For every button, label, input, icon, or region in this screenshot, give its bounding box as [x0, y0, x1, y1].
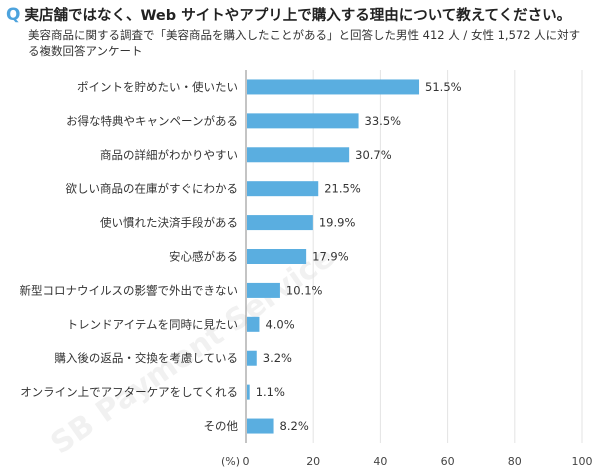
axis-layer: 0 20 40 60 80 100 (%) [221, 455, 593, 468]
value-label: 30.7% [355, 148, 392, 162]
category-label: お得な特典やキャンペーンがある [66, 114, 238, 128]
category-label: その他 [204, 419, 239, 433]
x-unit-label: (%) [221, 455, 240, 468]
category-label: ポイントを貯めたい・使いたい [77, 80, 238, 94]
category-label: 安心感がある [169, 250, 238, 264]
subtitle-line-2: る複数回答アンケート [28, 44, 143, 58]
bar [247, 350, 257, 366]
x-tick-label: 80 [508, 455, 522, 468]
bar [247, 418, 274, 434]
value-label: 3.2% [263, 351, 292, 365]
chart-title: 実店舗ではなく、Web サイトやアプリ上で購入する理由について教えてください。 [24, 8, 572, 24]
x-tick-label: 0 [243, 455, 250, 468]
bar [247, 181, 319, 197]
value-label: 21.5% [324, 182, 361, 196]
bar [247, 113, 359, 129]
value-label: 33.5% [365, 114, 402, 128]
x-tick-label: 100 [572, 455, 593, 468]
label-layer: ポイントを貯めたい・使いたい 51.5% お得な特典やキャンペーンがある 33.5% 商… [20, 80, 462, 433]
category-label: トレンドアイテムを同時に見たい [67, 317, 238, 331]
value-label: 4.0% [265, 317, 294, 331]
value-label: 1.1% [256, 385, 285, 399]
bar [247, 215, 313, 231]
value-label: 51.5% [425, 80, 462, 94]
chart-header: Q 実店舗ではなく、Web サイトやアプリ上で購入する理由について教えてください… [6, 4, 596, 59]
bar [247, 282, 280, 298]
chart-subtitle: 美容商品に関する調査で「美容商品を購入したことがある」と回答した男性 412 人… [28, 27, 596, 59]
value-label: 17.9% [312, 250, 349, 264]
category-label: 購入後の返品・交換を考慮している [54, 351, 238, 365]
bar [247, 79, 420, 95]
x-tick-label: 20 [306, 455, 320, 468]
value-label: 19.9% [319, 216, 356, 230]
bar-layer [247, 79, 420, 434]
bar [247, 147, 350, 163]
grid-layer [245, 70, 583, 443]
question-mark: Q [6, 5, 21, 25]
bar [247, 249, 307, 264]
category-label: 新型コロナウイルスの影響で外出できない [20, 283, 239, 297]
question-row: Q 実店舗ではなく、Web サイトやアプリ上で購入する理由について教えてください… [6, 4, 596, 25]
category-label: オンライン上でアフターケアをしてくれる [20, 385, 238, 399]
value-label: 10.1% [286, 283, 323, 297]
category-label: 商品の詳細がわかりやすい [100, 148, 238, 162]
x-tick-label: 40 [373, 455, 387, 468]
x-tick-label: 60 [441, 455, 455, 468]
subtitle-line-1: 美容商品に関する調査で「美容商品を購入したことがある」と回答した男性 412 人… [28, 28, 581, 42]
category-label: 欲しい商品の在庫がすぐにわかる [66, 182, 239, 196]
category-label: 使い慣れた決済手段がある [100, 216, 238, 230]
bar [247, 316, 260, 332]
bar [247, 384, 250, 400]
value-label: 8.2% [280, 419, 309, 433]
